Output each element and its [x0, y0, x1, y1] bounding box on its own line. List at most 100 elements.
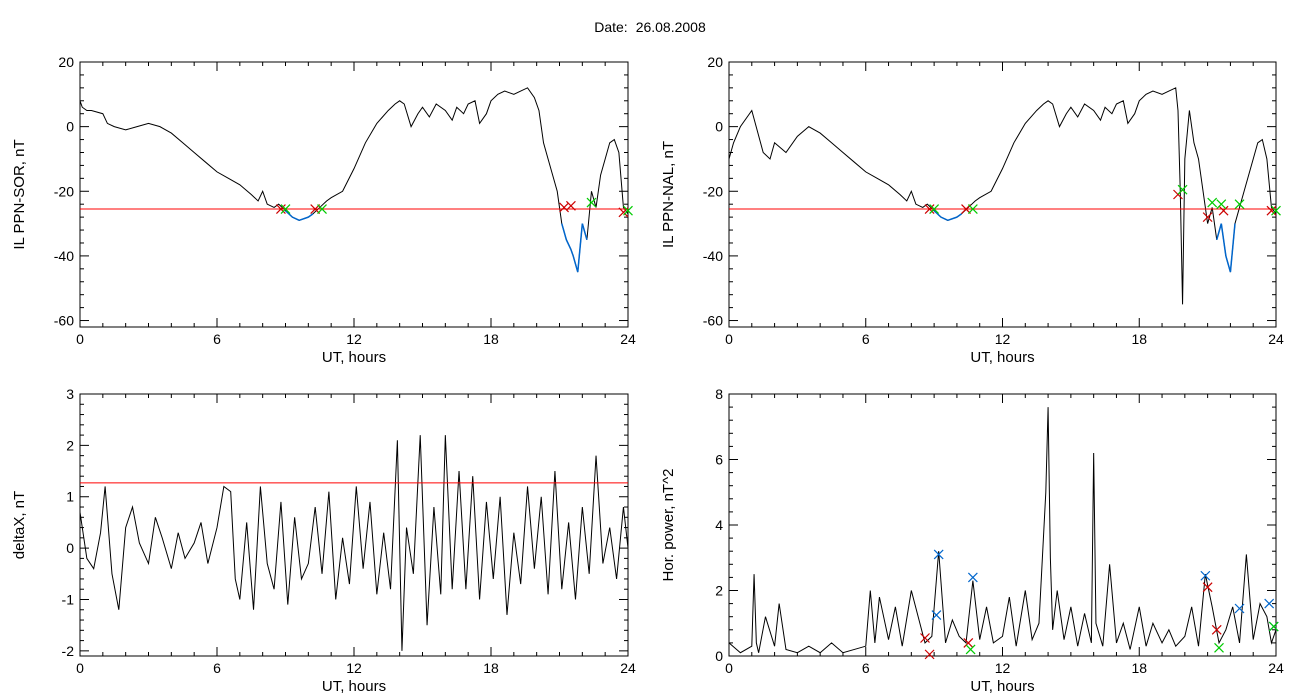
below-threshold-segment — [570, 249, 574, 257]
plot-frame — [79, 61, 629, 328]
end-marker — [1177, 184, 1188, 195]
peak-marker-stroke — [967, 572, 978, 583]
end-marker — [1271, 205, 1281, 216]
y-tick-label: 6 — [715, 452, 723, 468]
peak-marker — [931, 610, 942, 620]
y-tick-label: 0 — [715, 119, 723, 135]
peak-marker-stroke — [1264, 598, 1275, 609]
y-tick-label: -20 — [54, 183, 74, 199]
x-axis-label: UT, hours — [970, 678, 1034, 695]
end-marker-stroke — [317, 204, 327, 214]
end-marker-stroke — [1207, 197, 1218, 208]
end-marker — [1216, 199, 1227, 210]
start-marker-stroke — [1211, 624, 1222, 635]
peak-marker — [1200, 570, 1211, 581]
x-tick-label: 0 — [76, 660, 84, 676]
below-threshold-segment — [947, 216, 958, 222]
below-threshold-segment — [933, 210, 942, 218]
x-tick-label: 24 — [620, 331, 636, 347]
start-marker-stroke — [1202, 582, 1213, 593]
below-threshold-segment — [1229, 223, 1236, 273]
below-threshold-segment — [572, 255, 579, 273]
end-marker — [317, 204, 327, 214]
peak-marker — [1264, 598, 1275, 609]
end-marker-stroke — [280, 204, 291, 214]
x-tick-label: 0 — [76, 331, 84, 347]
end-marker-stroke — [967, 204, 978, 214]
start-marker — [565, 200, 576, 211]
peak-marker — [1234, 603, 1245, 614]
start-marker — [924, 649, 935, 660]
start-marker — [1266, 205, 1277, 216]
start-marker — [920, 633, 930, 643]
peak-marker-stroke — [1200, 570, 1211, 581]
end-marker — [623, 205, 633, 216]
y-tick-label: 0 — [66, 540, 74, 556]
start-marker-stroke — [565, 200, 576, 211]
below-threshold-segment — [940, 216, 949, 222]
x-tick-label: 0 — [725, 331, 733, 347]
end-marker-stroke — [1214, 642, 1224, 653]
x-tick-label: 0 — [725, 660, 733, 676]
start-marker — [924, 204, 935, 214]
end-marker — [967, 204, 978, 214]
x-tick-label: 24 — [1268, 331, 1284, 347]
x-tick-label: 18 — [1131, 331, 1147, 347]
y-tick-label: 1 — [66, 489, 74, 505]
start-marker-stroke — [924, 204, 935, 214]
x-tick-label: 12 — [346, 331, 362, 347]
y-tick-label: 4 — [715, 517, 723, 533]
end-marker — [1207, 197, 1218, 208]
x-axis-label: UT, hours — [322, 349, 386, 366]
x-tick-label: 24 — [1268, 660, 1284, 676]
below-threshold-segment — [292, 216, 300, 222]
below-threshold-segment — [298, 216, 309, 222]
end-marker-stroke — [1268, 621, 1279, 632]
y-tick-label: -60 — [703, 313, 723, 329]
x-tick-label: 18 — [483, 660, 499, 676]
y-tick-label: 3 — [66, 386, 74, 402]
below-threshold-segment — [307, 213, 314, 218]
below-threshold-segment — [284, 210, 293, 218]
plot-frame — [728, 61, 1277, 328]
start-marker-stroke — [276, 204, 286, 214]
below-threshold-segment — [565, 239, 572, 250]
peak-marker-stroke — [1234, 603, 1245, 614]
start-marker — [276, 204, 286, 214]
y-tick-label: -40 — [703, 248, 723, 264]
x-tick-label: 6 — [213, 331, 221, 347]
y-tick-label: 2 — [66, 437, 74, 453]
y-tick-label: 20 — [58, 54, 74, 70]
series-line — [79, 87, 629, 273]
start-marker-stroke — [920, 633, 930, 643]
x-tick-label: 12 — [346, 660, 362, 676]
x-tick-label: 6 — [862, 660, 870, 676]
peak-marker-stroke — [931, 610, 942, 620]
x-axis-label: UT, hours — [970, 349, 1034, 366]
y-tick-label: 2 — [715, 583, 723, 599]
x-tick-label: 12 — [995, 331, 1011, 347]
below-threshold-segment — [956, 213, 962, 218]
below-threshold-segment — [1220, 223, 1227, 257]
y-axis-label: IL PPN-NAL, nT — [660, 141, 677, 248]
peak-marker — [967, 572, 978, 583]
end-marker — [1214, 642, 1224, 653]
y-axis-label: IL PPN-SOR, nT — [11, 139, 28, 249]
start-marker-stroke — [1218, 205, 1229, 216]
below-threshold-segment — [581, 223, 588, 240]
y-tick-label: -60 — [54, 313, 74, 329]
panel-ppn-nal: 0 6 12 18 24 -60 -40 -20 0 20 UT, hours IL PPN-NAL,… — [660, 54, 1284, 366]
start-marker-stroke — [963, 637, 974, 648]
y-tick-label: -2 — [62, 643, 75, 659]
end-marker — [586, 197, 597, 208]
chart-title: Date: 26.08.2008 — [0, 19, 1300, 35]
start-marker-stroke — [1266, 205, 1277, 216]
below-threshold-segment — [577, 223, 584, 273]
end-marker-stroke — [929, 204, 940, 214]
end-marker-stroke — [965, 644, 976, 655]
peak-marker-stroke — [933, 549, 944, 560]
start-marker-stroke — [924, 649, 935, 660]
start-marker — [1202, 582, 1213, 593]
